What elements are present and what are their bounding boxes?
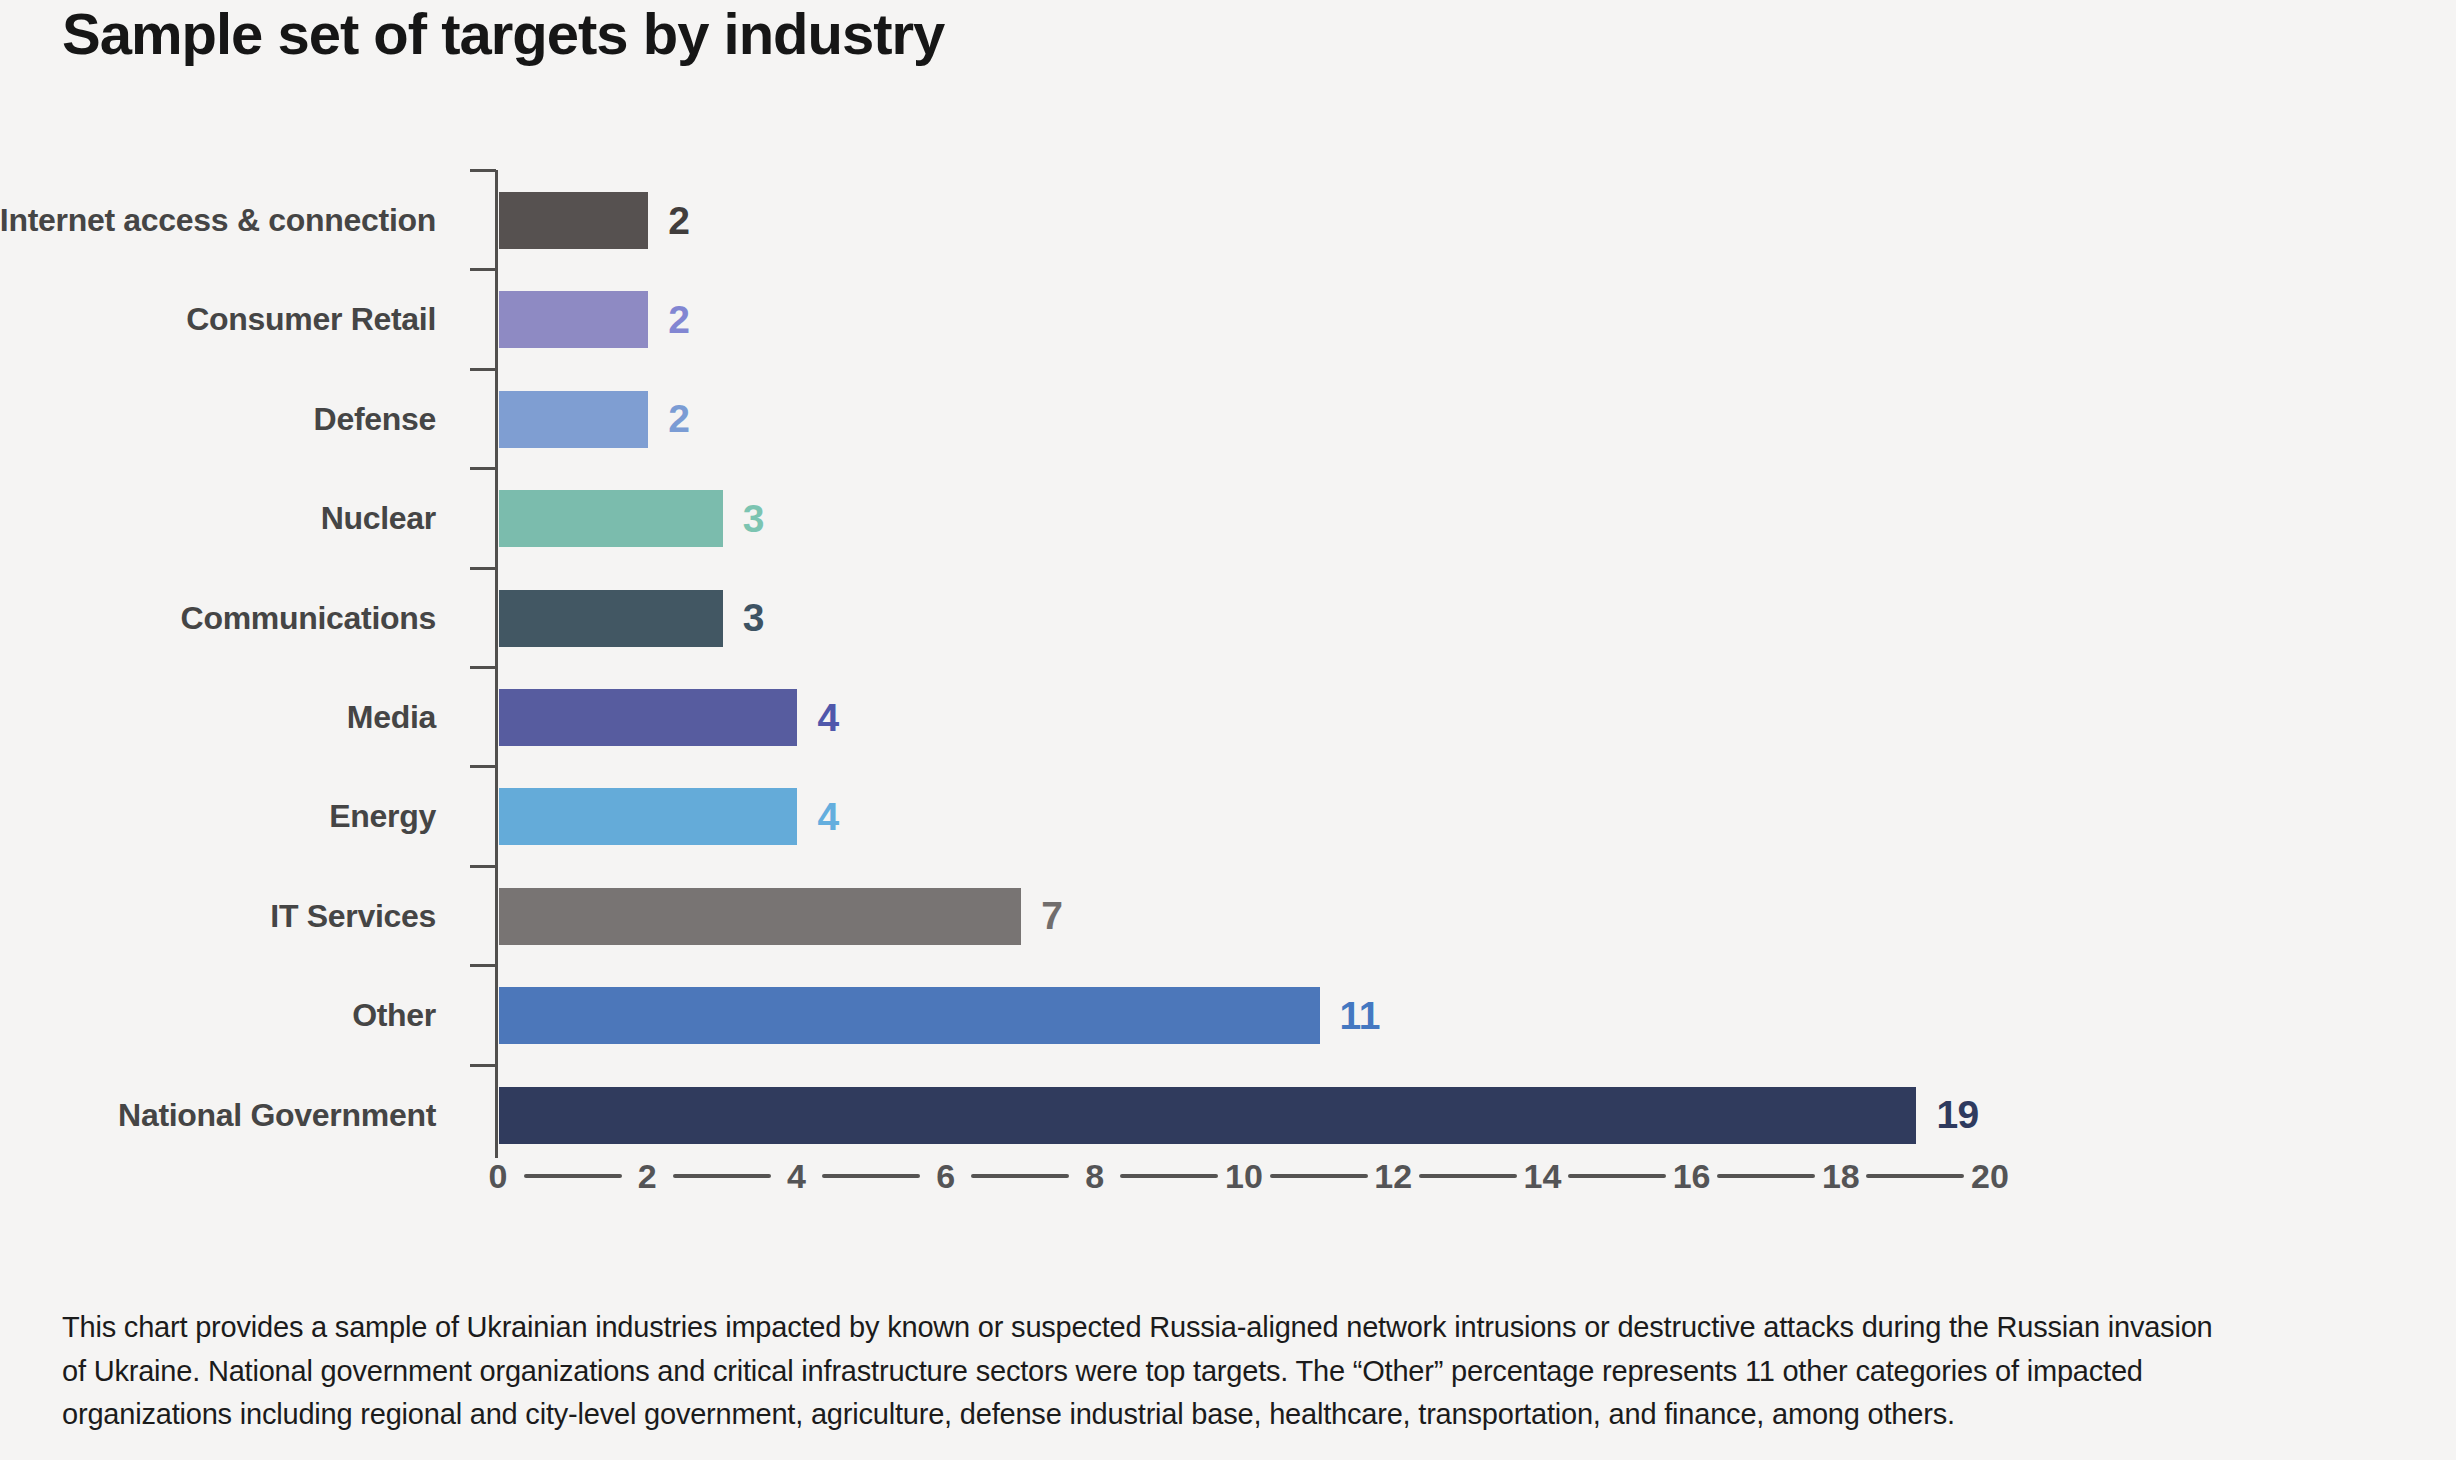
x-tick-label: 12 — [1374, 1152, 1412, 1200]
value-label: 4 — [817, 788, 838, 845]
axis-tick — [470, 765, 496, 768]
x-tick-label: 10 — [1225, 1152, 1263, 1200]
value-label: 7 — [1041, 888, 1062, 945]
x-axis-dash — [1717, 1174, 1815, 1178]
value-label: 11 — [1340, 987, 1380, 1044]
caption-line-3: organizations including regional and cit… — [62, 1393, 2362, 1437]
bar — [499, 788, 797, 845]
axis-tick — [470, 1064, 496, 1067]
x-axis: 0 2 4 6 8 10 12 14 16 18 20 — [0, 1152, 2456, 1200]
bar — [499, 291, 648, 348]
x-axis-dash — [971, 1174, 1069, 1178]
chart-row: Consumer Retail 2 — [0, 269, 2456, 368]
category-label: Energy — [0, 788, 436, 845]
x-tick-label: 2 — [638, 1152, 657, 1200]
axis-tick — [470, 567, 496, 570]
value-label: 2 — [668, 192, 689, 249]
axis-tick — [470, 964, 496, 967]
bar — [499, 391, 648, 448]
chart-row: Media 4 — [0, 667, 2456, 766]
x-tick-label: 20 — [1971, 1152, 2009, 1200]
axis-tick — [470, 666, 496, 669]
x-tick-label: 18 — [1822, 1152, 1860, 1200]
bar — [499, 490, 723, 547]
bar — [499, 888, 1021, 945]
x-tick-label: 4 — [787, 1152, 806, 1200]
value-label: 3 — [743, 490, 764, 547]
bar — [499, 1087, 1916, 1144]
chart-row: Other 11 — [0, 965, 2456, 1064]
bar — [499, 192, 648, 249]
axis-tick — [470, 368, 496, 371]
bar — [499, 689, 797, 746]
category-label: Internet access & connection — [0, 192, 436, 249]
category-label: National Government — [0, 1087, 436, 1144]
x-axis-dash — [524, 1174, 622, 1178]
chart-row: Nuclear 3 — [0, 468, 2456, 567]
caption-line-2: of Ukraine. National government organiza… — [62, 1350, 2362, 1394]
value-label: 3 — [743, 590, 764, 647]
value-label: 2 — [668, 391, 689, 448]
category-label: Consumer Retail — [0, 291, 436, 348]
x-axis-dash — [822, 1174, 920, 1178]
x-tick-label: 8 — [1085, 1152, 1104, 1200]
chart-row: National Government 19 — [0, 1065, 2456, 1164]
bar — [499, 590, 723, 647]
chart-row: Communications 3 — [0, 568, 2456, 667]
chart-row: IT Services 7 — [0, 866, 2456, 965]
chart-caption: This chart provides a sample of Ukrainia… — [62, 1306, 2362, 1437]
x-axis-dash — [1120, 1174, 1218, 1178]
chart-title: Sample set of targets by industry — [62, 0, 944, 67]
x-tick-label: 0 — [489, 1152, 508, 1200]
category-label: Other — [0, 987, 436, 1044]
chart-row: Energy 4 — [0, 766, 2456, 865]
x-axis-dash — [1419, 1174, 1517, 1178]
chart-row: Defense 2 — [0, 369, 2456, 468]
value-label: 4 — [817, 689, 838, 746]
category-label: Defense — [0, 391, 436, 448]
category-label: Communications — [0, 590, 436, 647]
x-tick-label: 16 — [1673, 1152, 1711, 1200]
value-label: 2 — [668, 291, 689, 348]
caption-line-1: This chart provides a sample of Ukrainia… — [62, 1306, 2362, 1350]
x-axis-dash — [673, 1174, 771, 1178]
category-label: Nuclear — [0, 490, 436, 547]
bar — [499, 987, 1320, 1044]
axis-tick — [470, 268, 496, 271]
category-label: Media — [0, 689, 436, 746]
value-label: 19 — [1936, 1087, 1978, 1144]
axis-tick — [470, 865, 496, 868]
category-label: IT Services — [0, 888, 436, 945]
axis-tick — [470, 467, 496, 470]
x-axis-dash — [1866, 1174, 1964, 1178]
x-axis-dash — [1568, 1174, 1666, 1178]
x-tick-label: 6 — [936, 1152, 955, 1200]
chart-row: Internet access & connection 2 — [0, 170, 2456, 269]
bar-chart: Internet access & connection2Consumer Re… — [0, 170, 2456, 1164]
x-axis-dash — [1270, 1174, 1368, 1178]
axis-tick — [470, 169, 496, 172]
x-tick-label: 14 — [1523, 1152, 1561, 1200]
